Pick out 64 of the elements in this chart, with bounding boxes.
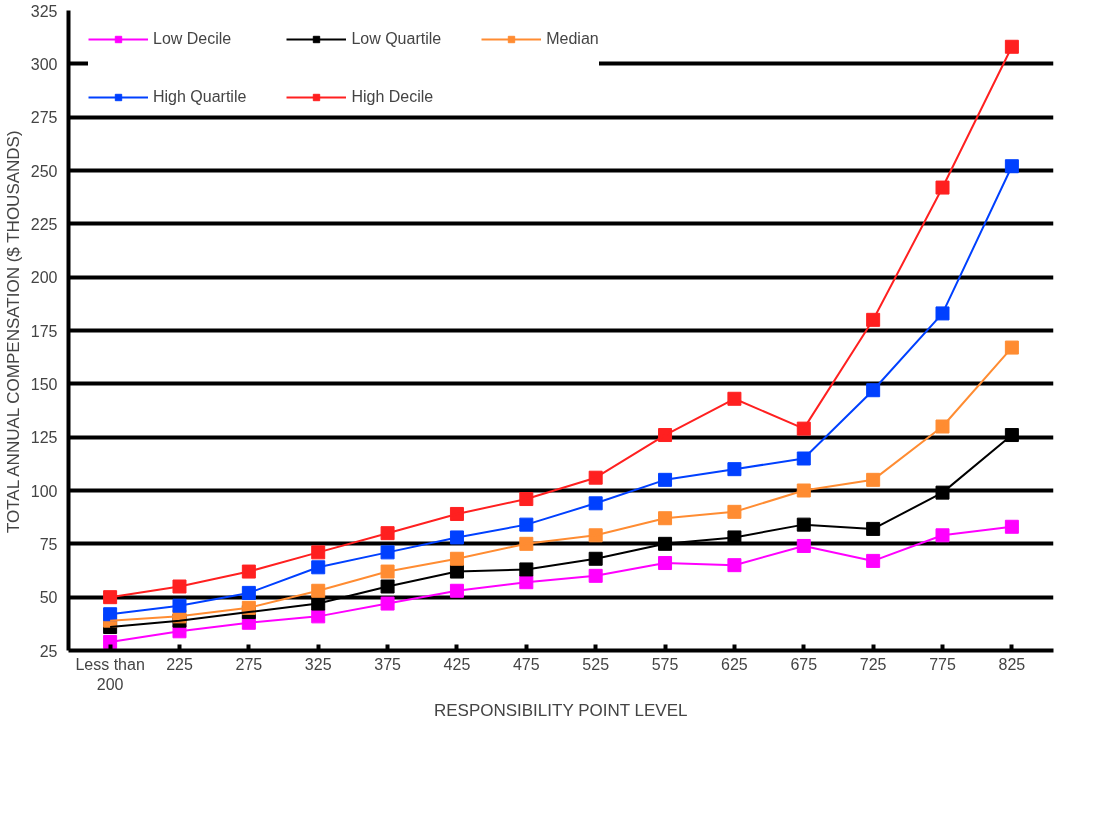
point bbox=[380, 545, 395, 560]
legend-label: Median bbox=[546, 30, 599, 48]
x-tick-label: 325 bbox=[304, 655, 332, 673]
x-tick-label: 275 bbox=[235, 655, 263, 673]
point bbox=[727, 462, 742, 477]
x-tick-label: 775 bbox=[929, 655, 956, 673]
x-tick-label: 475 bbox=[512, 655, 540, 673]
point bbox=[727, 558, 742, 573]
point bbox=[727, 391, 742, 406]
y-axis-title: TOTAL ANNUAL COMPENSATION ($ THOUSANDS) bbox=[3, 130, 23, 534]
point bbox=[172, 598, 187, 613]
point bbox=[1004, 428, 1019, 443]
point bbox=[1004, 519, 1019, 534]
y-tick-label: 125 bbox=[30, 429, 58, 447]
x-tick-label: 575 bbox=[651, 655, 679, 673]
point bbox=[519, 562, 534, 577]
y-tick-label: 50 bbox=[39, 589, 58, 607]
point bbox=[935, 306, 950, 321]
point bbox=[449, 530, 464, 545]
point bbox=[380, 579, 395, 594]
point bbox=[935, 180, 950, 195]
y-tick-label: 275 bbox=[30, 109, 58, 127]
point bbox=[103, 590, 118, 605]
y-tick-label: 300 bbox=[30, 55, 58, 73]
x-tick-label: 625 bbox=[721, 655, 748, 673]
point bbox=[311, 545, 326, 560]
point bbox=[727, 504, 742, 519]
point bbox=[796, 517, 811, 532]
y-tick-label: 325 bbox=[30, 2, 58, 20]
y-tick-label: 250 bbox=[30, 162, 58, 180]
point bbox=[935, 419, 950, 434]
y-tick-label: 100 bbox=[30, 482, 58, 500]
y-tick-label: 175 bbox=[30, 322, 58, 340]
point bbox=[380, 564, 395, 579]
x-tick-label: 725 bbox=[859, 655, 887, 673]
x-axis-title: RESPONSIBILITY POINT LEVEL bbox=[433, 700, 688, 720]
x-tick-label: 225 bbox=[166, 655, 193, 673]
point bbox=[1004, 159, 1019, 174]
point bbox=[519, 517, 534, 532]
x-tick-label: Less than 200 bbox=[75, 655, 145, 693]
y-tick-label: 200 bbox=[30, 269, 58, 287]
point bbox=[796, 483, 811, 498]
point bbox=[1004, 340, 1019, 355]
y-tick-label: 150 bbox=[30, 375, 58, 393]
point bbox=[380, 596, 395, 611]
point bbox=[172, 579, 187, 594]
x-tick-label: 425 bbox=[443, 655, 471, 673]
x-tick-label: 375 bbox=[374, 655, 402, 673]
legend-label: Low Decile bbox=[153, 30, 232, 48]
x-tick-label: 525 bbox=[582, 655, 610, 673]
x-tick-label: 825 bbox=[998, 655, 1026, 673]
point bbox=[1004, 39, 1019, 54]
legend-label: Low Quartile bbox=[351, 30, 442, 48]
point bbox=[380, 526, 395, 541]
y-tick-label: 25 bbox=[39, 642, 58, 660]
point bbox=[935, 485, 950, 500]
point bbox=[241, 564, 256, 579]
point bbox=[935, 528, 950, 543]
y-tick-label: 225 bbox=[30, 215, 58, 233]
y-tick-label: 75 bbox=[39, 535, 58, 553]
legend-label: High Decile bbox=[351, 88, 434, 106]
x-tick-label: 675 bbox=[790, 655, 818, 673]
legend-label: High Quartile bbox=[153, 88, 247, 106]
point bbox=[796, 421, 811, 436]
